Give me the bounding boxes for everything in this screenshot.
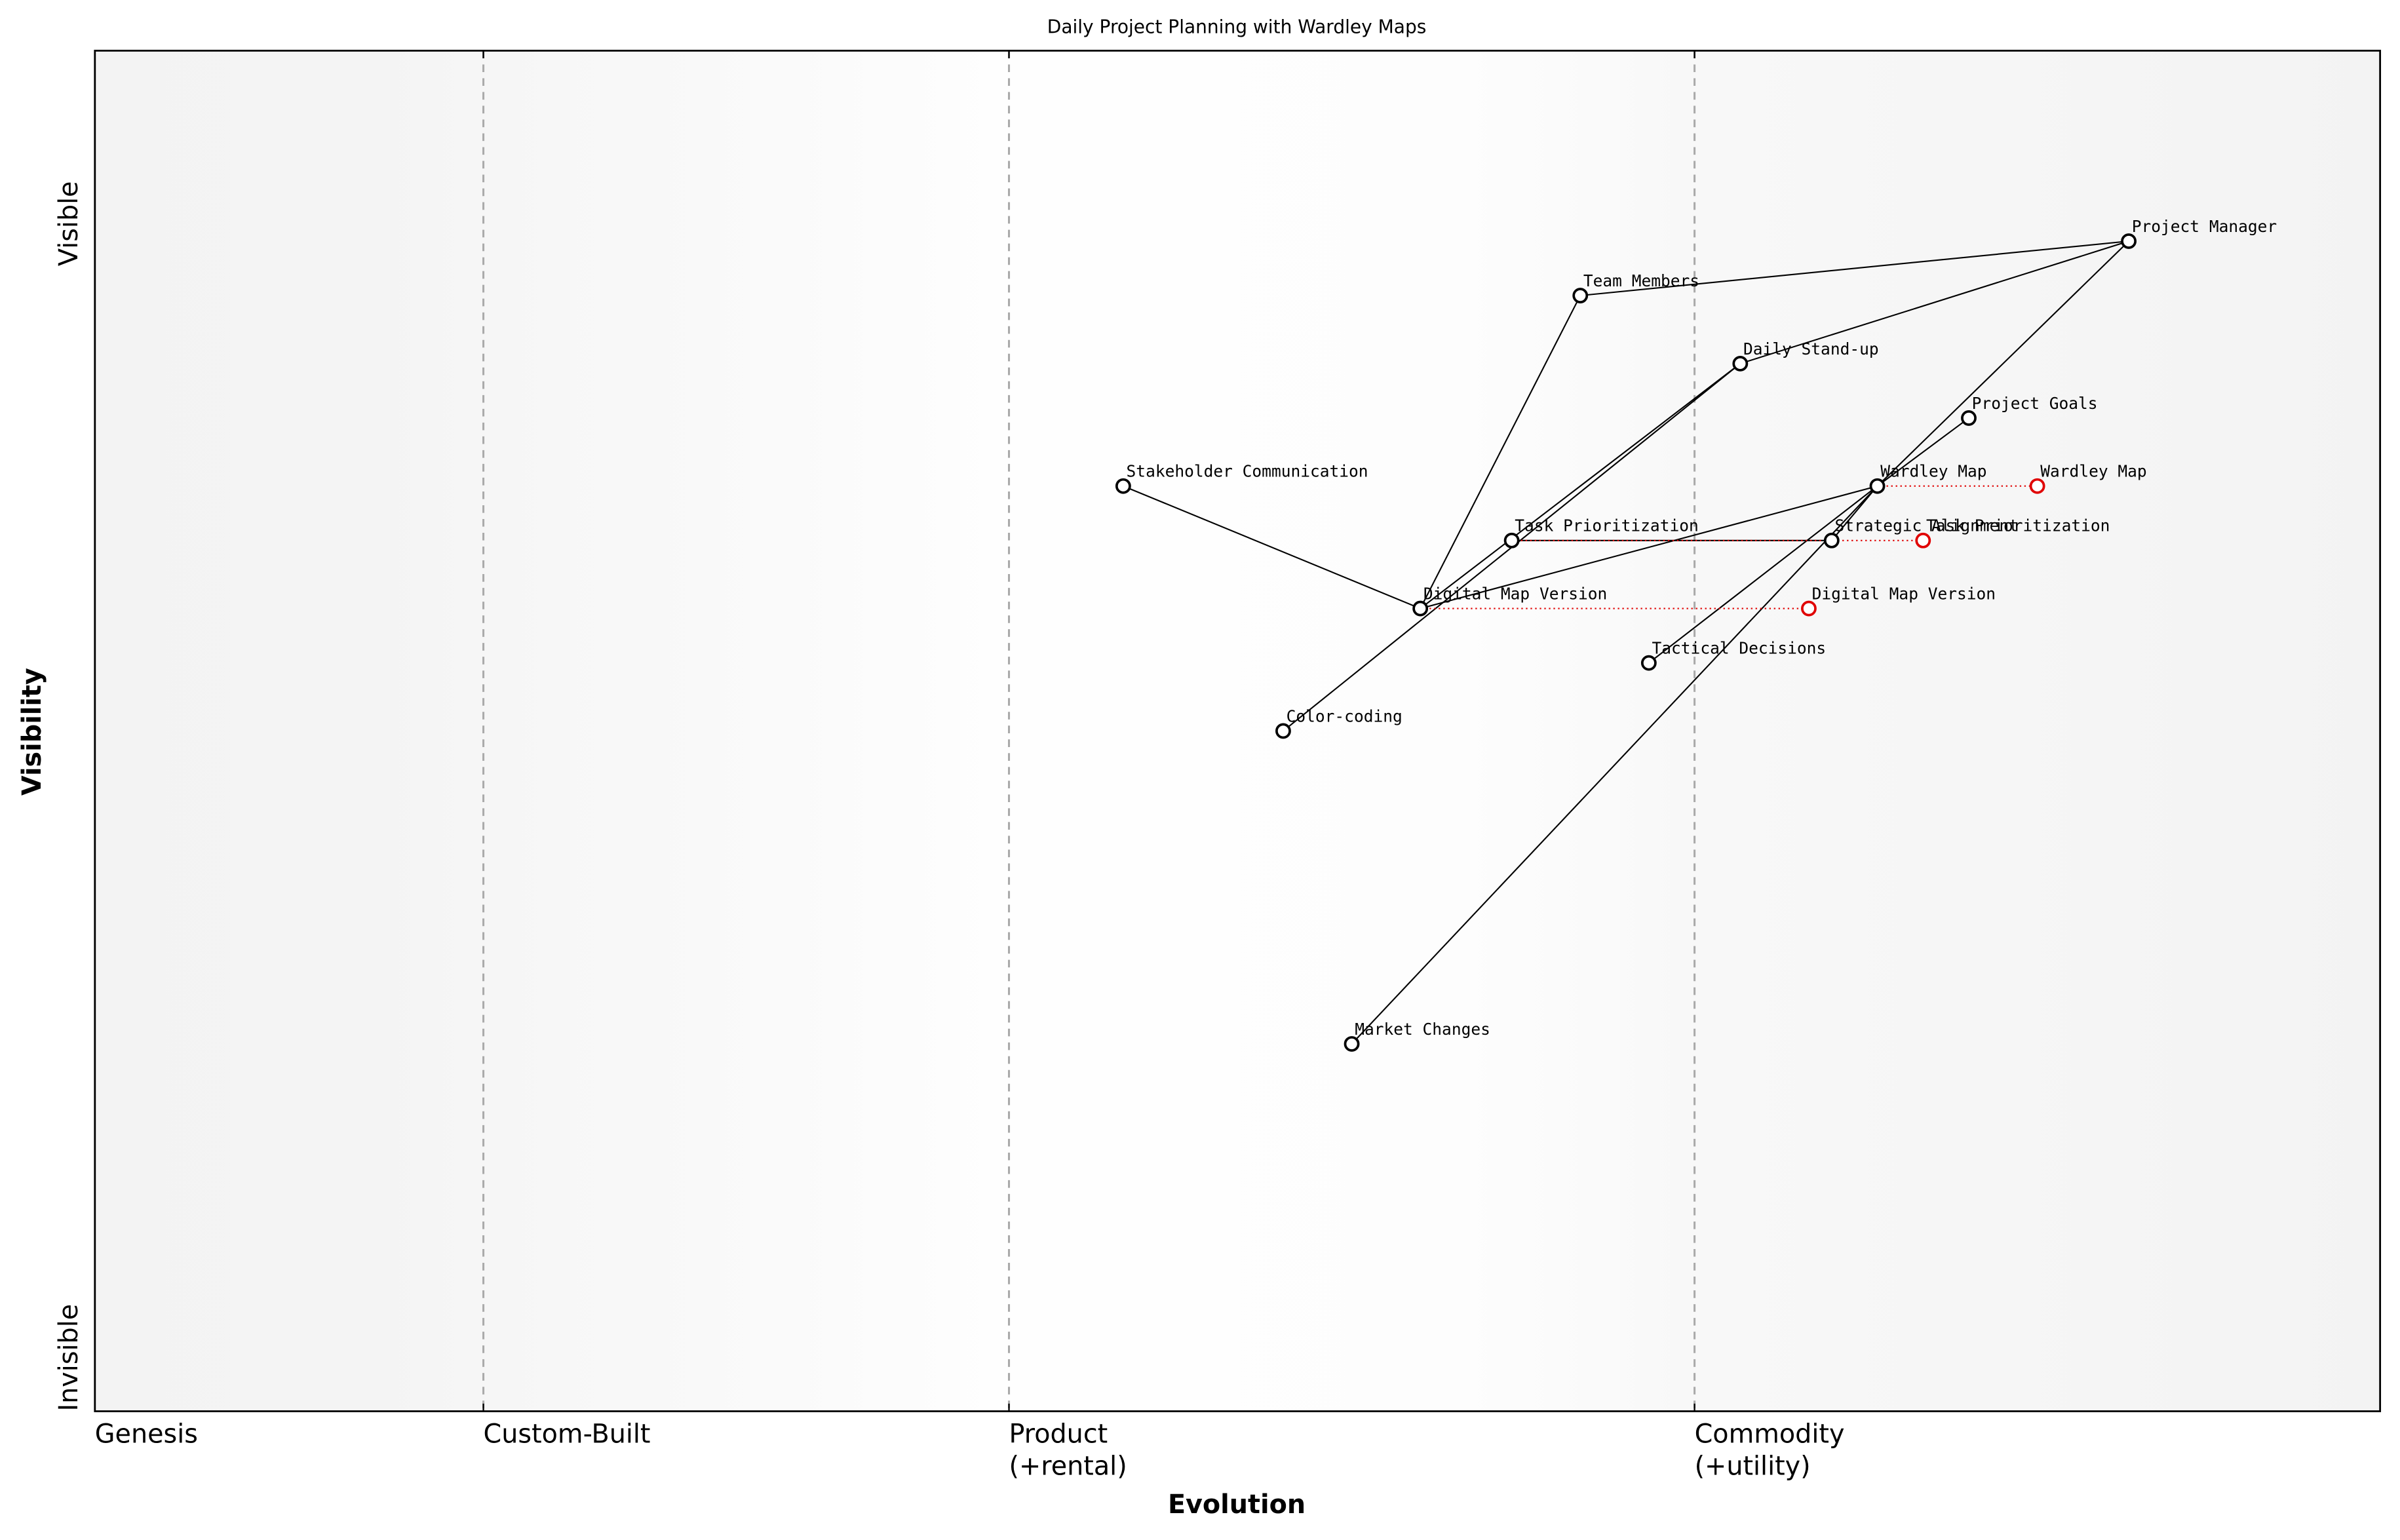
dependency-link [1876,241,2129,487]
component [1572,288,1589,303]
dependency-link [1420,363,1741,609]
component-label: Market Changes [1355,1020,1490,1039]
component [1412,600,1429,617]
component [1344,1036,1360,1052]
component-label: Task Prioritization [1515,516,1698,535]
plot-frame [94,49,2382,1412]
chart-title: Daily Project Planning with Wardley Maps [1047,16,1427,37]
component [1961,410,1977,426]
dependency-link [1420,295,1581,609]
component [2121,233,2137,249]
stage-label: Commodity [1695,1419,1845,1449]
plot-background [94,50,2380,1412]
stage-label: Product [1009,1419,1108,1449]
component [1640,655,1657,671]
component-label: Strategic Alignment [1834,516,2018,535]
evolved-component [1915,532,1931,549]
y-axis-label: Visibility [17,668,47,796]
component-label: Project Goals [1972,394,2098,413]
evolved-component [2029,478,2045,494]
evolved-component-label: Digital Map Version [1812,585,1996,604]
x-axis-label: Evolution [1168,1490,1306,1520]
evolved-component-label: Task Prioritization [1926,516,2110,535]
component [1732,355,1749,372]
component [1869,478,1886,494]
grid-layer [482,50,1696,1412]
stage-label: (+rental) [1009,1451,1127,1481]
component [1503,532,1520,549]
stage-label: Custom-Built [484,1419,651,1449]
dependency-link [1351,486,1878,1045]
component [1115,478,1131,494]
evolved-component-label: Wardley Map [2040,462,2146,481]
component-label: Stakeholder Communication [1127,462,1368,481]
stage-label: (+utility) [1695,1451,1811,1481]
component-label: Wardley Map [1880,462,1986,481]
component-label: Project Manager [2132,217,2277,236]
component [1275,723,1291,739]
y-bottom-label: Invisible [54,1304,84,1412]
dependency-link [1420,485,1878,609]
dependency-link [1830,486,1878,541]
component-label: Digital Map Version [1423,585,1607,604]
dependency-link [1123,485,1421,609]
evolved-component [1801,600,1817,617]
points-layer: Project Manager Team Members Daily Stand-u… [1115,217,2277,1052]
component [1823,532,1840,549]
stage-label: Genesis [95,1419,198,1449]
component-label: Daily Stand-up [1743,339,1879,358]
dependency-link [1740,241,2129,364]
dependency-link [1876,417,1969,487]
dependency-link [1580,240,2129,297]
y-top-label: Visible [54,181,84,266]
component-label: Tactical Decisions [1652,639,1827,658]
links-layer [1123,240,2129,1045]
dependency-link [1648,485,1878,664]
component-label: Team Members [1583,271,1699,290]
component-label: Color-coding [1287,706,1403,725]
